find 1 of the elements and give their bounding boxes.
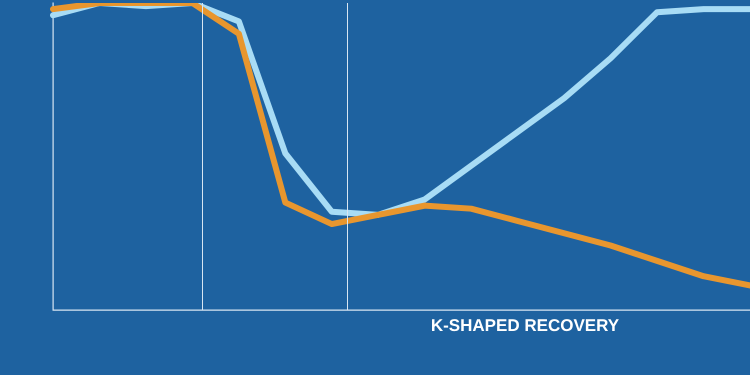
text: K-SHAPED RECOVERY xyxy=(430,316,620,336)
